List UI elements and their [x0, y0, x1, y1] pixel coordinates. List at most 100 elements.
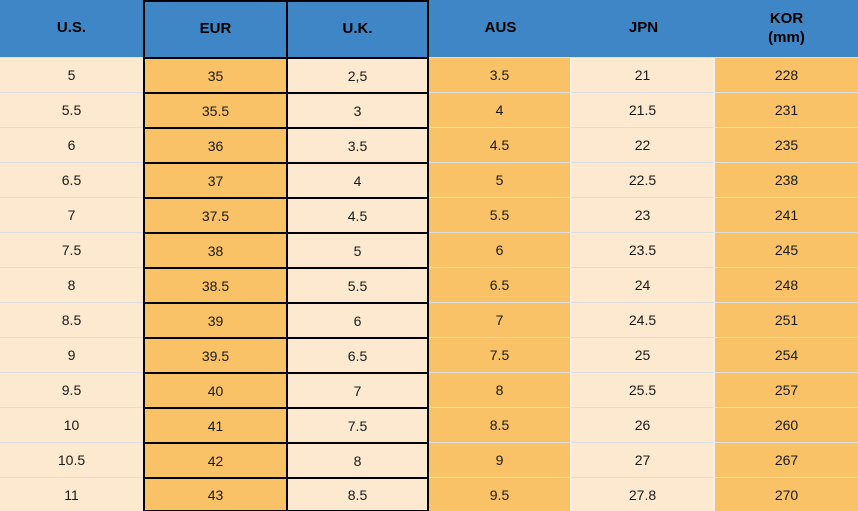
- cell-uk: 3.5: [286, 127, 429, 162]
- cell-aus: 6: [429, 232, 572, 267]
- table-row: 8.5 39 6 7 24.5 251: [0, 302, 858, 337]
- cell-kor: 251: [715, 302, 858, 337]
- cell-us: 8: [0, 267, 143, 302]
- cell-eur: 35.5: [143, 92, 286, 127]
- cell-kor: 254: [715, 337, 858, 372]
- cell-us: 5: [0, 57, 143, 92]
- column-header-kor-label: KOR: [769, 9, 804, 27]
- cell-eur: 39.5: [143, 337, 286, 372]
- cell-kor: 260: [715, 407, 858, 442]
- cell-aus: 8.5: [429, 407, 572, 442]
- cell-us: 11: [0, 477, 143, 511]
- cell-aus: 9.5: [429, 477, 572, 511]
- cell-eur: 38: [143, 232, 286, 267]
- column-header-jpn: JPN: [572, 0, 715, 57]
- table-row: 8 38.5 5.5 6.5 24 248: [0, 267, 858, 302]
- cell-jpn: 27.8: [572, 477, 715, 511]
- cell-us: 8.5: [0, 302, 143, 337]
- cell-eur: 37.5: [143, 197, 286, 232]
- cell-kor: 257: [715, 372, 858, 407]
- cell-uk: 7: [286, 372, 429, 407]
- cell-jpn: 22: [572, 127, 715, 162]
- cell-uk: 2,5: [286, 57, 429, 92]
- cell-us: 6: [0, 127, 143, 162]
- cell-uk: 5: [286, 232, 429, 267]
- cell-uk: 3: [286, 92, 429, 127]
- cell-eur: 36: [143, 127, 286, 162]
- cell-uk: 6: [286, 302, 429, 337]
- cell-aus: 5.5: [429, 197, 572, 232]
- cell-aus: 3.5: [429, 57, 572, 92]
- cell-jpn: 23.5: [572, 232, 715, 267]
- table-row: 7.5 38 5 6 23.5 245: [0, 232, 858, 267]
- cell-jpn: 21: [572, 57, 715, 92]
- cell-eur: 39: [143, 302, 286, 337]
- cell-jpn: 25.5: [572, 372, 715, 407]
- column-header-eur: EUR: [143, 0, 286, 57]
- column-header-us: U.S.: [0, 0, 143, 57]
- cell-jpn: 22.5: [572, 162, 715, 197]
- cell-eur: 43: [143, 477, 286, 511]
- cell-us: 10.5: [0, 442, 143, 477]
- cell-kor: 245: [715, 232, 858, 267]
- cell-kor: 228: [715, 57, 858, 92]
- table-row: 10 41 7.5 8.5 26 260: [0, 407, 858, 442]
- cell-eur: 38.5: [143, 267, 286, 302]
- cell-us: 9: [0, 337, 143, 372]
- cell-us: 7.5: [0, 232, 143, 267]
- cell-kor: 238: [715, 162, 858, 197]
- cell-aus: 7: [429, 302, 572, 337]
- cell-aus: 7.5: [429, 337, 572, 372]
- cell-aus: 4: [429, 92, 572, 127]
- cell-uk: 4: [286, 162, 429, 197]
- cell-uk: 6.5: [286, 337, 429, 372]
- header-row: U.S. EUR U.K. AUS JPN KOR (mm): [0, 0, 858, 57]
- table-row: 7 37.5 4.5 5.5 23 241: [0, 197, 858, 232]
- table-row: 6 36 3.5 4.5 22 235: [0, 127, 858, 162]
- cell-aus: 4.5: [429, 127, 572, 162]
- cell-uk: 5.5: [286, 267, 429, 302]
- cell-jpn: 26: [572, 407, 715, 442]
- cell-jpn: 25: [572, 337, 715, 372]
- column-header-aus: AUS: [429, 0, 572, 57]
- cell-kor: 270: [715, 477, 858, 511]
- table-row: 9.5 40 7 8 25.5 257: [0, 372, 858, 407]
- table-row: 5 35 2,5 3.5 21 228: [0, 57, 858, 92]
- cell-eur: 35: [143, 57, 286, 92]
- cell-kor: 231: [715, 92, 858, 127]
- cell-uk: 8: [286, 442, 429, 477]
- cell-jpn: 24.5: [572, 302, 715, 337]
- cell-us: 9.5: [0, 372, 143, 407]
- cell-eur: 41: [143, 407, 286, 442]
- cell-kor: 248: [715, 267, 858, 302]
- cell-jpn: 23: [572, 197, 715, 232]
- column-header-kor: KOR (mm): [715, 0, 858, 57]
- cell-uk: 4.5: [286, 197, 429, 232]
- cell-eur: 40: [143, 372, 286, 407]
- table-row: 5.5 35.5 3 4 21.5 231: [0, 92, 858, 127]
- column-header-kor-unit: (mm): [768, 28, 805, 46]
- cell-us: 7: [0, 197, 143, 232]
- size-table-header: U.S. EUR U.K. AUS JPN KOR (mm): [0, 0, 858, 57]
- cell-us: 6.5: [0, 162, 143, 197]
- cell-aus: 5: [429, 162, 572, 197]
- cell-kor: 241: [715, 197, 858, 232]
- cell-aus: 8: [429, 372, 572, 407]
- cell-aus: 6.5: [429, 267, 572, 302]
- cell-kor: 267: [715, 442, 858, 477]
- table-row: 10.5 42 8 9 27 267: [0, 442, 858, 477]
- table-row: 9 39.5 6.5 7.5 25 254: [0, 337, 858, 372]
- cell-uk: 7.5: [286, 407, 429, 442]
- cell-eur: 42: [143, 442, 286, 477]
- cell-kor: 235: [715, 127, 858, 162]
- column-header-uk: U.K.: [286, 0, 429, 57]
- cell-jpn: 21.5: [572, 92, 715, 127]
- table-row: 11 43 8.5 9.5 27.8 270: [0, 477, 858, 511]
- table-row: 6.5 37 4 5 22.5 238: [0, 162, 858, 197]
- size-table-body: 5 35 2,5 3.5 21 228 5.5 35.5 3 4 21.5 231 6 36 3.5 4.5 2…: [0, 57, 858, 511]
- cell-uk: 8.5: [286, 477, 429, 511]
- cell-jpn: 24: [572, 267, 715, 302]
- cell-aus: 9: [429, 442, 572, 477]
